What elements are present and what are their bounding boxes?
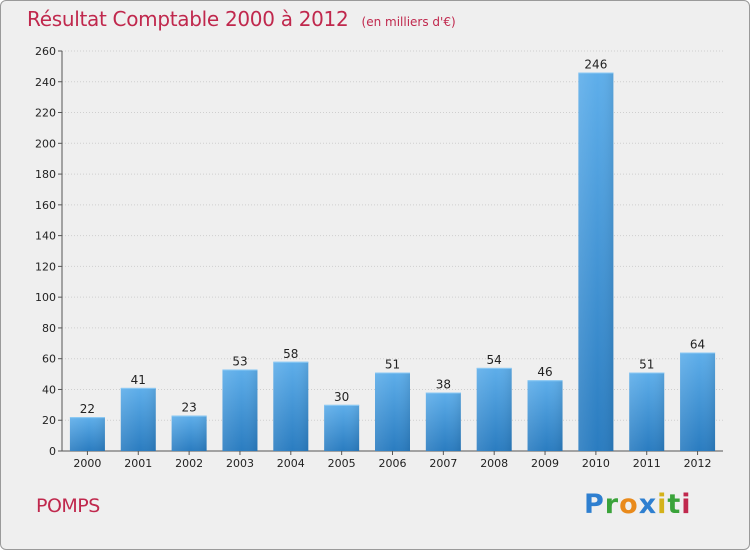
bar-value-label: 64 bbox=[690, 338, 705, 352]
y-tick-label: 220 bbox=[35, 107, 56, 120]
bar-shade bbox=[171, 415, 207, 451]
bar-shade bbox=[629, 372, 665, 451]
x-tick-label: 2011 bbox=[633, 457, 661, 470]
bar-shade bbox=[120, 387, 156, 451]
bar-value-label: 246 bbox=[584, 58, 607, 72]
chart-unit-note: (en milliers d'€) bbox=[361, 15, 456, 29]
bar-value-label: 22 bbox=[80, 402, 95, 416]
bar-shade bbox=[476, 367, 512, 451]
bar-value-label: 46 bbox=[537, 365, 552, 379]
x-tick-label: 2012 bbox=[684, 457, 712, 470]
bar-shade bbox=[680, 352, 716, 451]
y-tick-label: 140 bbox=[35, 230, 56, 243]
x-tick-label: 2004 bbox=[277, 457, 305, 470]
proxiti-logo: Proxiti bbox=[584, 489, 692, 520]
y-tick-label: 80 bbox=[42, 322, 56, 335]
y-tick-label: 260 bbox=[35, 45, 56, 58]
commune-name: POMPS bbox=[36, 495, 100, 517]
bar-value-label: 53 bbox=[232, 354, 247, 368]
y-tick-label: 200 bbox=[35, 137, 56, 150]
bar-shade bbox=[578, 72, 614, 452]
chart-title: Résultat Comptable 2000 à 2012 bbox=[27, 7, 349, 31]
bar-shade bbox=[425, 392, 461, 451]
logo-letter: t bbox=[667, 489, 682, 520]
bar-value-label: 23 bbox=[181, 401, 196, 415]
bar-value-label: 30 bbox=[334, 390, 349, 404]
logo-letter: i bbox=[657, 489, 668, 520]
y-tick-label: 120 bbox=[35, 260, 56, 273]
x-tick-label: 2005 bbox=[328, 457, 356, 470]
logo-letter: x bbox=[638, 489, 658, 520]
logo-letter: i bbox=[681, 489, 692, 520]
y-tick-label: 40 bbox=[42, 383, 56, 396]
y-tick-label: 20 bbox=[42, 414, 56, 427]
bar-shade bbox=[69, 417, 105, 451]
chart-title-row: Résultat Comptable 2000 à 2012 (en milli… bbox=[27, 7, 456, 31]
bars bbox=[69, 72, 716, 452]
y-tick-label: 240 bbox=[35, 76, 56, 89]
labels: 0 20 40 60 80 100 120 140 160 180 200 220 240 260 22 20… bbox=[35, 45, 712, 470]
bar-value-label: 51 bbox=[639, 358, 654, 372]
bar-value-label: 58 bbox=[283, 347, 298, 361]
bar-shade bbox=[324, 404, 360, 451]
y-tick-label: 180 bbox=[35, 168, 56, 181]
bar-value-label: 51 bbox=[385, 358, 400, 372]
x-tick-label: 2010 bbox=[582, 457, 610, 470]
x-tick-label: 2009 bbox=[531, 457, 559, 470]
logo-letter: o bbox=[619, 489, 639, 520]
x-tick-label: 2003 bbox=[226, 457, 254, 470]
x-tick-label: 2001 bbox=[124, 457, 152, 470]
x-tick-label: 2007 bbox=[429, 457, 457, 470]
bar-shade bbox=[375, 372, 410, 451]
bar-shade bbox=[222, 369, 258, 451]
bar-value-label: 41 bbox=[131, 373, 146, 387]
bar-value-label: 54 bbox=[487, 353, 502, 367]
x-tick-label: 2008 bbox=[480, 457, 508, 470]
bar-value-label: 38 bbox=[436, 378, 451, 392]
x-tick-label: 2006 bbox=[379, 457, 407, 470]
bar-shade bbox=[527, 380, 563, 451]
x-tick-label: 2000 bbox=[73, 457, 101, 470]
x-tick-label: 2002 bbox=[175, 457, 203, 470]
logo-letter: r bbox=[604, 489, 620, 520]
bar-shade bbox=[273, 361, 309, 451]
y-tick-label: 100 bbox=[35, 291, 56, 304]
logo-letter: P bbox=[584, 489, 605, 520]
y-tick-label: 60 bbox=[42, 353, 56, 366]
y-tick-label: 160 bbox=[35, 199, 56, 212]
y-tick-label: 0 bbox=[49, 445, 56, 458]
